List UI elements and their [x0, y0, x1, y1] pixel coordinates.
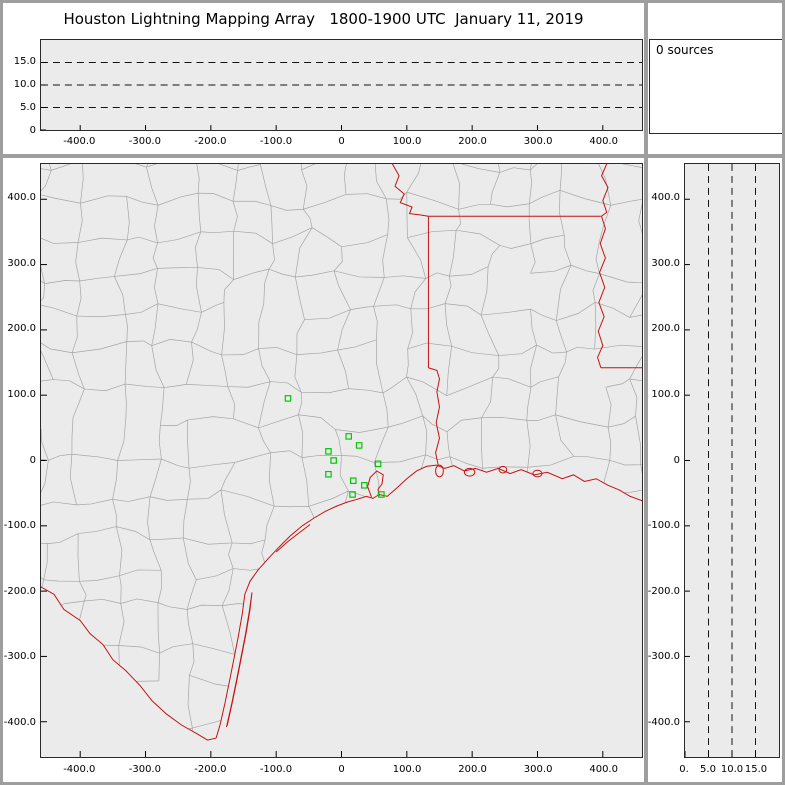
altitude-ew-plot — [41, 62, 642, 130]
tick-label: 10.0 — [13, 79, 36, 90]
tick-label: -300.0 — [128, 764, 161, 775]
tick-label: 200.0 — [458, 764, 487, 775]
tick-label: 400.0 — [651, 192, 680, 204]
tick-label: -300.0 — [128, 136, 161, 147]
tick-label: 0 — [338, 764, 345, 775]
lma-station-marker — [378, 491, 385, 498]
lake-outline — [463, 467, 476, 477]
tick-label: 400.0 — [589, 136, 618, 147]
tick-label: -200.0 — [3, 585, 36, 597]
lma-station-marker — [325, 470, 332, 478]
tick-label: -100.0 — [259, 136, 293, 147]
altitude-ew-panel[interactable] — [40, 39, 643, 131]
tick-label: 200.0 — [458, 136, 487, 147]
lma-station-marker — [361, 482, 368, 489]
lake-outline — [532, 469, 543, 478]
lake-outline — [498, 465, 508, 474]
tick-label: 10.0 — [720, 764, 744, 775]
tick-label: -300.0 — [647, 651, 680, 663]
tick-label: 300.0 — [7, 257, 36, 269]
tick-label: 300.0 — [651, 257, 680, 269]
padre-island — [225, 592, 253, 728]
altitude-ns-panel[interactable] — [684, 163, 780, 758]
lake-outline — [435, 464, 444, 478]
matagorda-island — [275, 524, 311, 553]
tick-label: 100.0 — [651, 388, 680, 400]
county-lines — [41, 164, 642, 741]
tick-label: -400.0 — [63, 764, 96, 775]
tick-label: -100.0 — [259, 764, 293, 775]
tick-label: 5.0 — [700, 764, 716, 775]
tick-label: 15.0 — [13, 56, 36, 67]
tick-label: 0. — [679, 764, 689, 775]
lma-station-marker — [284, 395, 292, 402]
altitude-ns-plot — [685, 164, 756, 757]
tick-label: 400.0 — [7, 192, 36, 204]
tick-label: 15.0 — [744, 764, 768, 775]
tick-label: 100.0 — [392, 136, 422, 147]
plan-view-map-panel[interactable] — [40, 163, 643, 758]
vertical-divider — [644, 3, 648, 782]
tick-label: -300.0 — [3, 651, 36, 663]
lma-station-marker — [345, 433, 352, 440]
tick-label: -400.0 — [63, 136, 96, 147]
tick-label: 0 — [29, 125, 36, 136]
lma-station-marker — [355, 442, 363, 449]
lma-station-marker — [325, 448, 332, 455]
tick-label: 400.0 — [589, 764, 618, 775]
sources-count-box: 0 sources — [649, 39, 782, 134]
tick-label: -400.0 — [3, 716, 36, 728]
tick-label: 200.0 — [651, 323, 680, 335]
lma-station-marker — [349, 491, 356, 498]
tick-label: 300.0 — [523, 764, 553, 775]
lma-station-marker — [349, 477, 357, 485]
tick-label: 5.0 — [20, 102, 36, 113]
tick-label: 0 — [338, 136, 345, 147]
rio-grande — [41, 586, 217, 741]
tick-label: -400.0 — [647, 716, 680, 728]
red-river — [391, 164, 429, 217]
lma-station-marker — [330, 457, 337, 464]
tick-label: -100.0 — [3, 520, 36, 532]
texas-louisiana-border — [427, 216, 440, 466]
mississippi-river — [597, 164, 609, 368]
tick-label: 0 — [29, 454, 36, 466]
coastline — [215, 464, 642, 739]
tick-label: 300.0 — [523, 136, 553, 147]
plan-view-map — [41, 164, 642, 757]
tick-label: 100.0 — [392, 764, 422, 775]
horizontal-divider — [3, 154, 782, 158]
lma-station-marker — [374, 460, 382, 468]
tick-label: 200.0 — [7, 323, 36, 335]
page-title: Houston Lightning Mapping Array 1800-190… — [63, 10, 584, 28]
tick-label: -200.0 — [647, 585, 680, 597]
tick-label: 0 — [673, 454, 680, 466]
tick-label: -100.0 — [647, 520, 680, 532]
tick-label: -200.0 — [194, 764, 227, 775]
sources-count-label: 0 sources — [656, 43, 714, 57]
galveston-bay — [367, 470, 384, 498]
tick-label: 100.0 — [7, 388, 36, 400]
tick-label: -200.0 — [194, 136, 227, 147]
